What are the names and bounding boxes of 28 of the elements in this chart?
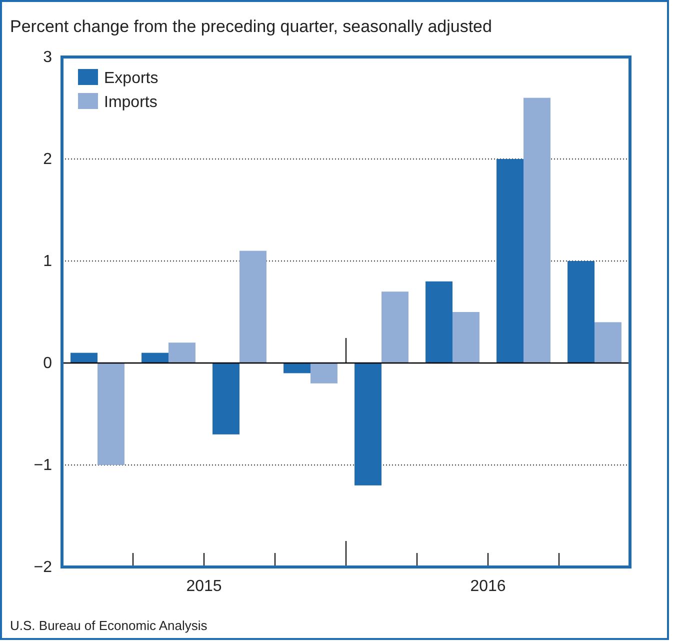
text: U.S. Bureau of Economic Analysis: [10, 618, 208, 633]
text: 2015: [186, 578, 222, 595]
bar: [240, 250, 266, 363]
bar: [382, 292, 408, 363]
bar: [98, 363, 124, 465]
bar: [496, 159, 524, 363]
bar: [142, 352, 168, 363]
bar: [354, 363, 382, 486]
bar: [70, 352, 98, 363]
bar: [524, 98, 550, 363]
bar: [568, 261, 594, 363]
y-tick-label: 2: [43, 151, 52, 168]
bar: [284, 363, 310, 374]
chart-title: Percent change from the preceding quarter, seasonally adjusted: [10, 17, 492, 36]
y-tick-label: 0: [43, 355, 52, 372]
legend-label: Imports: [104, 94, 158, 111]
bar: [594, 322, 622, 363]
bar: [168, 342, 196, 363]
y-tick-label: 1: [43, 253, 52, 270]
bar: [310, 363, 338, 384]
y-tick-label: −1: [34, 457, 52, 474]
bar: [426, 281, 452, 363]
bar: [452, 312, 480, 363]
y-tick-label: −2: [34, 559, 52, 576]
bar: [212, 363, 240, 434]
legend-label: Exports: [104, 70, 158, 87]
text: 2016: [470, 578, 506, 595]
y-tick-label: 3: [43, 49, 52, 66]
